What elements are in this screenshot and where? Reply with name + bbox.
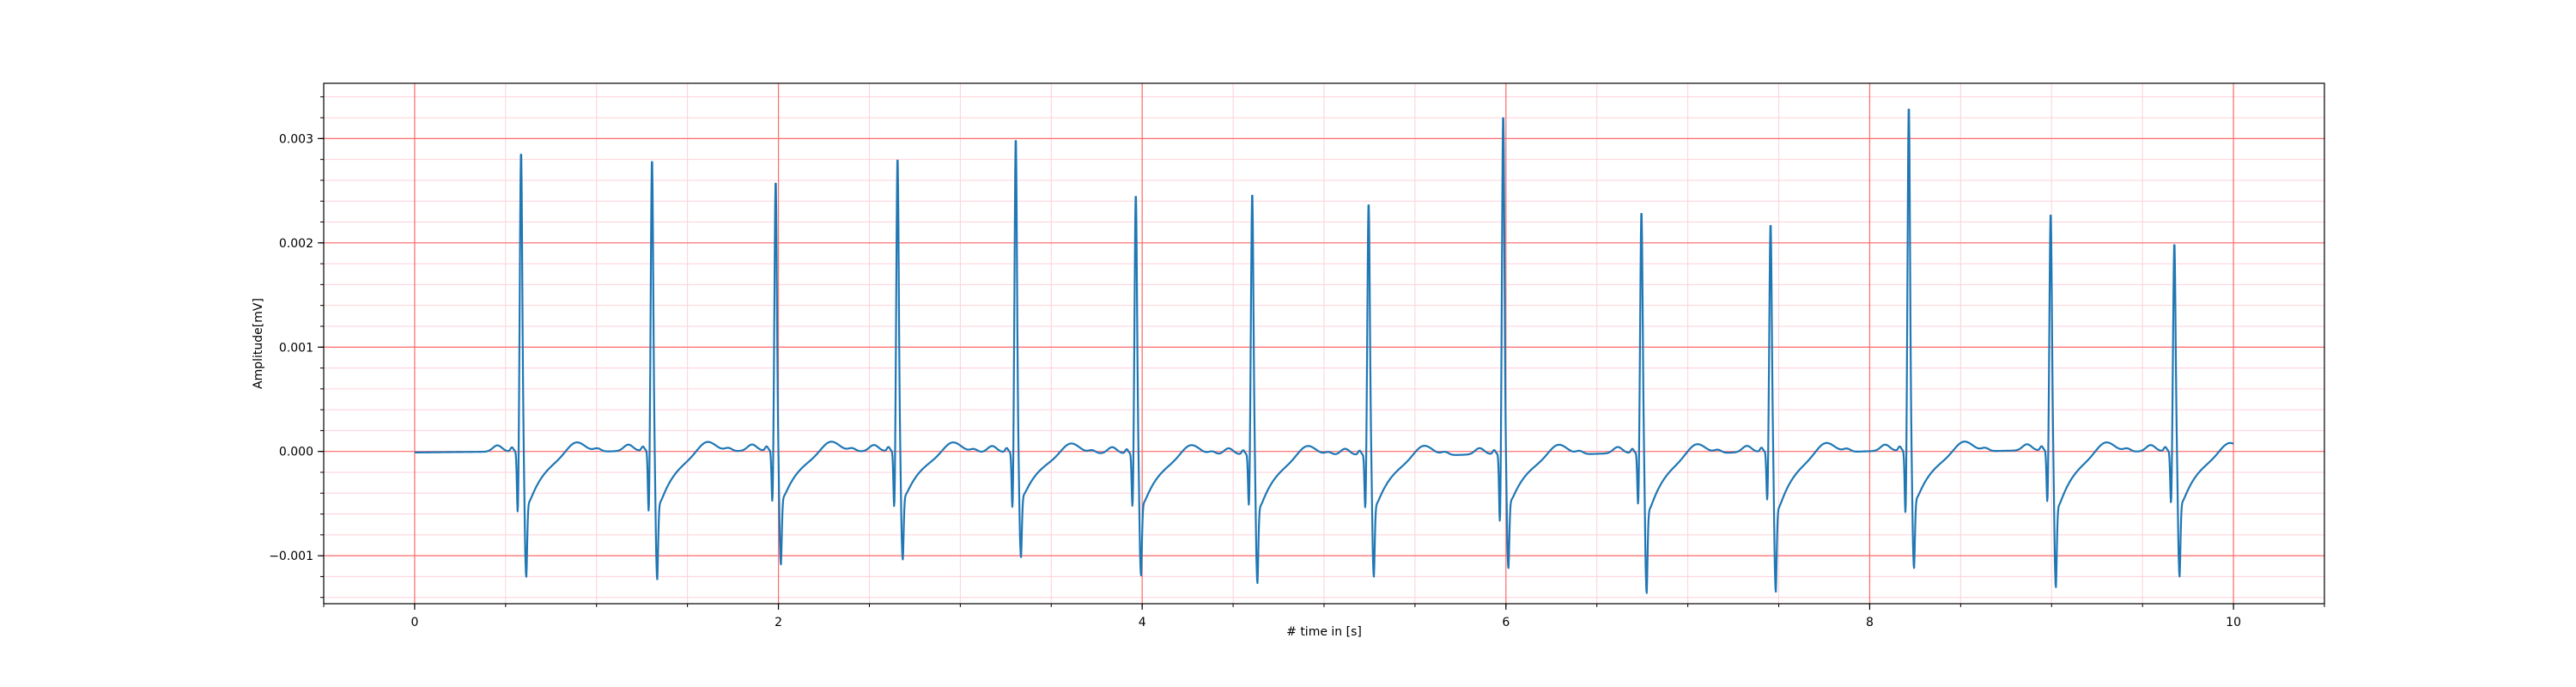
x-tick-label: 4: [1139, 616, 1146, 629]
y-axis-label: Amplitude[mV]: [252, 298, 265, 389]
y-tick-label: −0.001: [269, 550, 313, 563]
x-tick-label: 2: [775, 616, 782, 629]
series-layer: [414, 108, 2234, 594]
y-tick-label: 0.002: [279, 237, 313, 251]
y-tick-label: 0.001: [279, 341, 313, 355]
x-tick-label: 0: [410, 616, 418, 629]
minor-grid: [323, 83, 2325, 604]
x-tick-label: 10: [2226, 616, 2241, 629]
x-axis-label: # time in [s]: [1286, 625, 1362, 639]
y-axis-ticks: −0.001 0.000 0.001 0.002 0.003: [269, 96, 324, 599]
y-tick-label: 0.000: [279, 446, 313, 459]
y-tick-label: 0.003: [279, 132, 313, 146]
ecg-series-line: [414, 108, 2234, 594]
x-axis-ticks: 0 2 4 6 8 10: [323, 604, 2325, 629]
x-tick-label: 8: [1866, 616, 1874, 629]
x-tick-label: 6: [1502, 616, 1510, 629]
